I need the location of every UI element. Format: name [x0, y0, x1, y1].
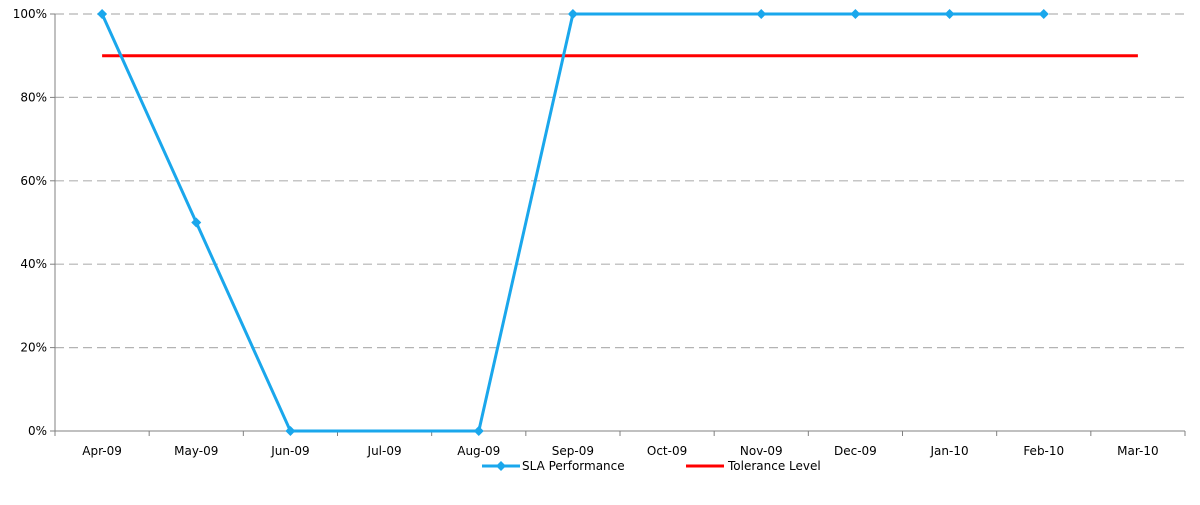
data-point: [850, 9, 861, 19]
x-tick-label: Feb-10: [1023, 444, 1064, 458]
legend-marker: [496, 461, 506, 471]
data-point: [473, 426, 484, 436]
x-tick-label: Dec-09: [834, 444, 877, 458]
data-point: [567, 9, 578, 19]
x-tick-label: Jan-10: [930, 444, 969, 458]
legend: SLA Performance Tolerance Level: [482, 459, 821, 473]
y-tick-label: 40%: [20, 257, 47, 271]
data-point: [756, 9, 767, 19]
x-tick-label: Jun-09: [270, 444, 309, 458]
x-tick-label: Jul-09: [367, 444, 402, 458]
x-tick-label: Oct-09: [647, 444, 687, 458]
axes: [50, 13, 1186, 436]
data-point: [1038, 9, 1049, 19]
sla-performance-line: [100, 12, 1044, 433]
x-tick-label: Sep-09: [552, 444, 594, 458]
x-tick-label: Nov-09: [740, 444, 783, 458]
y-tick-label: 80%: [20, 90, 47, 104]
legend-label-sla-performance: SLA Performance: [522, 459, 625, 473]
x-tick-labels: Apr-09 May-09 Jun-09 Jul-09 Aug-09 Sep-09 Oct-…: [82, 444, 1158, 458]
legend-label-tolerance-level: Tolerance Level: [727, 459, 821, 473]
y-tick-labels: 0% 20% 40% 60% 80% 100%: [13, 7, 47, 438]
gridlines: [55, 13, 1185, 349]
data-point: [97, 9, 108, 19]
y-tick-label: 100%: [13, 7, 47, 21]
series: [97, 9, 1138, 436]
y-tick-label: 0%: [28, 424, 47, 438]
x-tick-label: Mar-10: [1117, 444, 1158, 458]
x-tick-label: Apr-09: [82, 444, 122, 458]
data-point: [285, 426, 296, 436]
y-tick-label: 60%: [20, 174, 47, 188]
data-point: [191, 217, 202, 228]
x-tick-label: Aug-09: [457, 444, 500, 458]
y-tick-label: 20%: [20, 341, 47, 355]
data-point: [944, 9, 955, 19]
x-tick-label: May-09: [174, 444, 218, 458]
